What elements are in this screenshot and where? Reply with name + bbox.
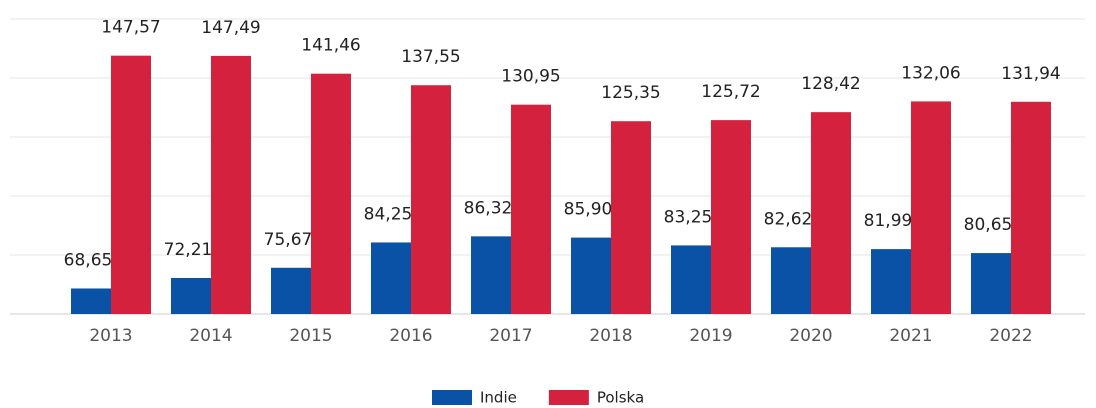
bar <box>911 101 951 314</box>
value-label: 125,72 <box>701 82 760 102</box>
bar <box>471 236 511 314</box>
bar <box>411 85 451 314</box>
value-label: 132,06 <box>901 63 960 83</box>
bar <box>571 237 611 314</box>
legend-swatch <box>548 390 589 405</box>
x-tick-label: 2017 <box>489 326 532 346</box>
bar <box>111 55 151 315</box>
value-label: 125,35 <box>601 83 660 103</box>
bar <box>511 104 551 314</box>
x-tick-label: 2019 <box>689 326 732 346</box>
bar <box>811 112 851 314</box>
value-label: 68,65 <box>64 250 113 270</box>
value-label: 130,95 <box>501 67 560 87</box>
x-tick-label: 2021 <box>889 326 932 346</box>
value-label: 141,46 <box>301 36 360 56</box>
bar <box>711 120 751 314</box>
x-tick-label: 2016 <box>389 326 432 346</box>
bar <box>371 242 411 314</box>
x-tick-label: 2015 <box>289 326 332 346</box>
x-tick-label: 2022 <box>989 326 1032 346</box>
value-label: 131,94 <box>1001 64 1060 84</box>
bar <box>671 245 711 314</box>
legend-label: Indie <box>480 389 517 407</box>
bar <box>171 277 211 314</box>
value-label: 75,67 <box>264 230 313 250</box>
bar <box>871 249 911 314</box>
value-label: 147,57 <box>101 18 160 38</box>
value-label: 80,65 <box>964 215 1013 235</box>
value-label: 84,25 <box>364 204 413 224</box>
bar <box>611 121 651 314</box>
value-label: 83,25 <box>664 207 713 227</box>
value-label: 81,99 <box>864 211 913 231</box>
value-label: 86,32 <box>464 198 513 218</box>
bar <box>211 55 251 314</box>
bar <box>771 247 811 314</box>
value-label: 137,55 <box>401 47 460 67</box>
value-label: 72,21 <box>164 240 213 260</box>
value-label: 82,62 <box>764 209 813 229</box>
legend-swatch <box>432 390 472 405</box>
x-tick-label: 2013 <box>89 326 132 346</box>
x-tick-label: 2014 <box>189 326 232 346</box>
bar <box>971 253 1011 314</box>
value-label: 147,49 <box>201 18 260 38</box>
value-label: 85,90 <box>564 200 613 220</box>
x-tick-label: 2018 <box>589 326 632 346</box>
legend-label: Polska <box>597 389 644 407</box>
value-label: 128,42 <box>801 74 860 94</box>
bar <box>1011 101 1051 314</box>
x-tick-label: 2020 <box>789 326 832 346</box>
bar <box>271 267 311 314</box>
bar <box>71 288 111 314</box>
bar <box>311 73 351 315</box>
